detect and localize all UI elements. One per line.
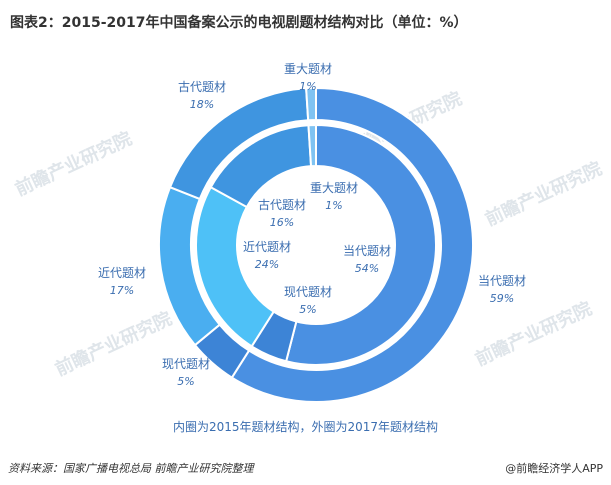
outer-label-value: 17%	[110, 284, 134, 297]
outer-slice-重大题材	[305, 86, 317, 122]
brand-credit: @前瞻经济学人APP	[505, 462, 603, 475]
outer-label-name: 古代题材	[178, 79, 226, 94]
outer-label-name: 现代题材	[162, 357, 210, 371]
outer-label-name: 近代题材	[98, 266, 146, 280]
inner-label-name: 当代题材	[343, 244, 391, 258]
chart-caption: 内圈为2015年题材结构，外圈为2017年题材结构	[172, 420, 439, 434]
outer-label-value: 1%	[299, 80, 316, 93]
outer-label-value: 5%	[177, 375, 194, 388]
outer-label-value: 18%	[190, 98, 214, 111]
inner-label-name: 古代题材	[258, 197, 306, 212]
inner-ring	[195, 123, 437, 366]
source-note: 资料来源：国家广播电视总局 前瞻产业研究院整理	[8, 462, 254, 475]
inner-label-name: 重大题材	[310, 181, 358, 195]
inner-label-value: 16%	[270, 216, 294, 229]
inner-slice-重大题材	[307, 123, 317, 168]
outer-label-name: 重大题材	[284, 62, 332, 76]
outer-label-name: 当代题材	[478, 274, 526, 288]
inner-label-value: 5%	[299, 303, 316, 316]
inner-slice-当代题材	[284, 123, 437, 366]
outer-ring	[158, 86, 474, 403]
inner-label-name: 现代题材	[284, 285, 332, 299]
inner-label-value: 1%	[325, 199, 342, 212]
outer-slice-当代题材	[230, 86, 474, 403]
inner-label-name: 近代题材	[243, 240, 291, 254]
inner-label-value: 24%	[255, 258, 279, 271]
chart-title: 图表2：2015-2017年中国备案公示的电视剧题材结构对比（单位：%）	[10, 15, 468, 31]
inner-label-value: 54%	[355, 262, 379, 275]
outer-label-value: 59%	[490, 292, 514, 305]
